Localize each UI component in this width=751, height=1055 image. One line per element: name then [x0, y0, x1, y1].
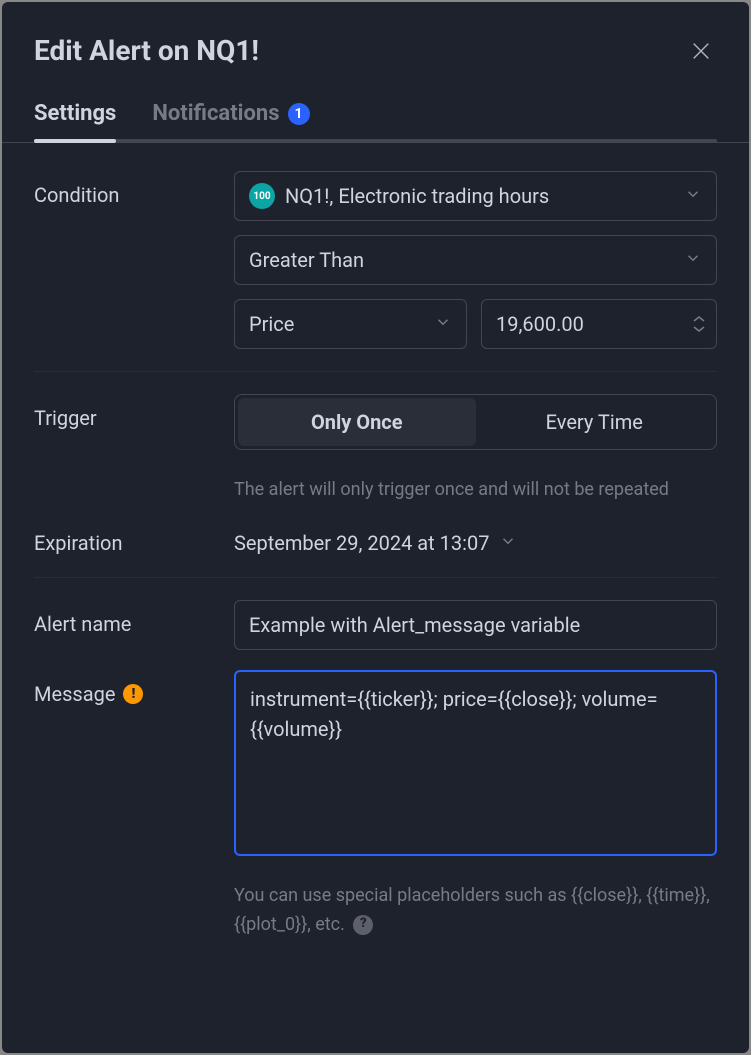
dialog-header: Edit Alert on NQ1! — [2, 2, 749, 91]
alert-name-input[interactable] — [234, 600, 717, 650]
tabs: Settings Notifications 1 — [2, 91, 749, 143]
trigger-label: Trigger — [34, 394, 234, 430]
message-label: Message ! — [34, 670, 234, 706]
message-helper-text: You can use special placeholders such as… — [234, 885, 710, 935]
condition-operator-select[interactable]: Greater Than — [234, 235, 717, 285]
dialog-title: Edit Alert on NQ1! — [34, 34, 259, 67]
expiration-row: Expiration September 29, 2024 at 13:07 — [34, 519, 717, 555]
warning-icon: ! — [123, 684, 143, 704]
chevron-down-icon — [499, 531, 517, 555]
condition-price-type-text: Price — [249, 312, 294, 336]
expiration-label: Expiration — [34, 519, 234, 555]
chevron-down-icon — [434, 312, 452, 336]
message-helper: You can use special placeholders such as… — [234, 882, 717, 940]
message-row: Message ! You can use special placeholde… — [34, 670, 717, 940]
trigger-every-time[interactable]: Every Time — [476, 398, 714, 446]
chevron-down-icon — [684, 248, 702, 272]
tab-notifications[interactable]: Notifications 1 — [152, 91, 309, 142]
condition-price-input[interactable]: 19,600.00 — [481, 299, 717, 349]
chevron-down-icon — [684, 184, 702, 208]
close-button[interactable] — [685, 35, 717, 67]
message-textarea[interactable] — [234, 670, 717, 856]
trigger-fields: Only Once Every Time The alert will only… — [234, 394, 717, 505]
divider — [34, 577, 717, 578]
help-icon[interactable]: ? — [353, 915, 373, 935]
divider — [34, 371, 717, 372]
tab-settings-label: Settings — [34, 101, 116, 126]
condition-operator-text: Greater Than — [249, 248, 364, 272]
close-icon — [690, 40, 712, 62]
alert-name-label: Alert name — [34, 600, 234, 636]
condition-price-value: 19,600.00 — [496, 312, 682, 336]
message-label-text: Message — [34, 682, 115, 706]
alert-name-row: Alert name — [34, 600, 717, 650]
expiration-select[interactable]: September 29, 2024 at 13:07 — [234, 519, 517, 555]
condition-symbol-select[interactable]: 100 NQ1!, Electronic trading hours — [234, 171, 717, 221]
condition-price-type-select[interactable]: Price — [234, 299, 467, 349]
tab-notifications-label: Notifications — [152, 101, 279, 126]
trigger-helper: The alert will only trigger once and wil… — [234, 476, 717, 505]
stepper-down-icon[interactable] — [692, 325, 706, 333]
price-stepper — [682, 315, 716, 333]
dialog-content: Condition 100 NQ1!, Electronic trading h… — [2, 143, 749, 981]
tab-settings[interactable]: Settings — [34, 91, 116, 142]
trigger-only-once[interactable]: Only Once — [238, 398, 476, 446]
condition-row: Condition 100 NQ1!, Electronic trading h… — [34, 171, 717, 349]
trigger-toggle: Only Once Every Time — [234, 394, 717, 450]
expiration-value-text: September 29, 2024 at 13:07 — [234, 531, 489, 555]
stepper-up-icon[interactable] — [692, 315, 706, 323]
notifications-badge: 1 — [288, 103, 310, 125]
condition-label: Condition — [34, 171, 234, 207]
condition-fields: 100 NQ1!, Electronic trading hours Great… — [234, 171, 717, 349]
condition-symbol-text: NQ1!, Electronic trading hours — [285, 184, 549, 208]
symbol-badge-icon: 100 — [249, 183, 275, 209]
trigger-row: Trigger Only Once Every Time The alert w… — [34, 394, 717, 505]
edit-alert-dialog: Edit Alert on NQ1! Settings Notification… — [2, 2, 749, 1053]
